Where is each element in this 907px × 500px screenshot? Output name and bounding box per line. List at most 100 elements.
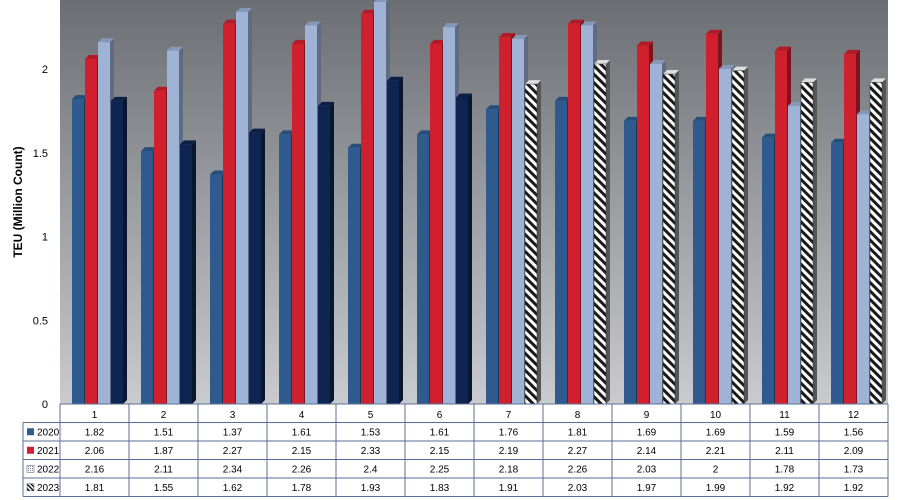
bar-top bbox=[486, 105, 502, 110]
bar-top bbox=[706, 29, 722, 34]
legend-key bbox=[26, 483, 35, 491]
bar-top bbox=[719, 65, 735, 69]
data-label: 1.61 bbox=[292, 427, 312, 438]
bar-side bbox=[123, 96, 127, 404]
data-label: 2.4 bbox=[364, 464, 378, 475]
bar-top bbox=[870, 78, 886, 83]
data-label: 2.27 bbox=[223, 446, 243, 457]
bar bbox=[762, 137, 774, 405]
bar-side bbox=[399, 76, 403, 404]
bar-top bbox=[801, 78, 817, 83]
data-label: 1.93 bbox=[361, 483, 381, 494]
bar-side bbox=[330, 101, 334, 404]
bar bbox=[624, 120, 636, 405]
bar-side bbox=[468, 93, 472, 404]
data-label: 2.33 bbox=[361, 446, 381, 457]
bar-top bbox=[85, 54, 101, 59]
bar-top bbox=[650, 59, 666, 64]
data-label: 1.73 bbox=[844, 464, 864, 475]
bar bbox=[731, 70, 745, 405]
x-category-label: 10 bbox=[710, 410, 722, 421]
bar-top bbox=[594, 59, 610, 64]
bar-top bbox=[111, 96, 127, 101]
bar-top bbox=[762, 133, 778, 138]
bar bbox=[800, 82, 814, 405]
bar bbox=[869, 82, 883, 405]
bar-top bbox=[236, 8, 252, 13]
bar bbox=[857, 114, 869, 404]
data-label: 1.53 bbox=[361, 427, 381, 438]
bar-top bbox=[180, 140, 196, 145]
bar bbox=[417, 134, 429, 404]
bar-top bbox=[775, 46, 791, 51]
bar bbox=[831, 142, 843, 404]
data-label: 1.62 bbox=[223, 483, 243, 494]
data-label: 2.03 bbox=[637, 464, 657, 475]
bar bbox=[141, 151, 153, 404]
bar-top bbox=[361, 9, 377, 14]
data-label: 2.03 bbox=[568, 483, 588, 494]
bar bbox=[318, 105, 330, 404]
bar-top bbox=[568, 19, 584, 24]
bar bbox=[555, 100, 567, 404]
bar-top bbox=[430, 39, 446, 44]
data-label: 2.34 bbox=[223, 464, 243, 475]
bar bbox=[719, 69, 731, 404]
data-label: 1.99 bbox=[706, 483, 726, 494]
bar bbox=[775, 50, 787, 404]
data-label: 1.97 bbox=[637, 483, 657, 494]
data-label: 2.19 bbox=[499, 446, 519, 457]
data-label: 2.06 bbox=[85, 446, 105, 457]
legend-label: 2023 bbox=[37, 483, 60, 494]
data-label: 1.87 bbox=[154, 446, 174, 457]
bar bbox=[279, 134, 291, 404]
x-category-label: 11 bbox=[779, 410, 790, 421]
legend-key bbox=[26, 465, 35, 473]
bar bbox=[167, 50, 179, 404]
bar-top bbox=[292, 39, 308, 44]
data-label: 1.83 bbox=[430, 483, 450, 494]
data-label: 1.69 bbox=[706, 427, 726, 438]
data-label: 1.69 bbox=[637, 427, 657, 438]
bar bbox=[154, 90, 166, 405]
bar-side bbox=[813, 78, 817, 405]
bar bbox=[512, 38, 524, 404]
data-label: 2.26 bbox=[568, 464, 588, 475]
bar-top bbox=[279, 130, 295, 135]
bar-top bbox=[525, 80, 541, 85]
bar bbox=[486, 109, 498, 404]
bar-top bbox=[512, 34, 528, 39]
x-category-label: 7 bbox=[506, 410, 512, 421]
data-label: 1.37 bbox=[223, 427, 243, 438]
bar bbox=[430, 43, 442, 404]
y-tick-label: 1.5 bbox=[33, 148, 48, 160]
data-label: 2 bbox=[713, 464, 719, 475]
bar bbox=[662, 73, 676, 405]
bar bbox=[788, 105, 800, 404]
data-label: 1.92 bbox=[775, 483, 795, 494]
data-label: 2.21 bbox=[706, 446, 726, 457]
data-label: 1.91 bbox=[499, 483, 519, 494]
x-category-label: 2 bbox=[161, 410, 167, 421]
data-label: 2.18 bbox=[499, 464, 519, 475]
x-category-label: 4 bbox=[299, 410, 305, 421]
bar-top bbox=[305, 21, 321, 26]
data-label: 1.51 bbox=[154, 427, 174, 438]
bar-top bbox=[499, 33, 515, 38]
bar bbox=[844, 53, 856, 405]
x-category-label: 8 bbox=[575, 410, 581, 421]
data-label: 2.11 bbox=[775, 446, 794, 457]
bar bbox=[374, 2, 386, 404]
bar bbox=[348, 147, 360, 404]
bar bbox=[568, 23, 580, 405]
bar bbox=[443, 27, 455, 404]
data-label: 1.78 bbox=[775, 464, 795, 475]
data-label: 1.82 bbox=[85, 427, 105, 438]
bar-top bbox=[210, 170, 226, 175]
bar-top bbox=[348, 143, 364, 148]
bar-top bbox=[417, 130, 433, 135]
data-label: 2.14 bbox=[637, 446, 657, 457]
data-label: 2.25 bbox=[430, 464, 450, 475]
bar-top bbox=[663, 70, 679, 75]
